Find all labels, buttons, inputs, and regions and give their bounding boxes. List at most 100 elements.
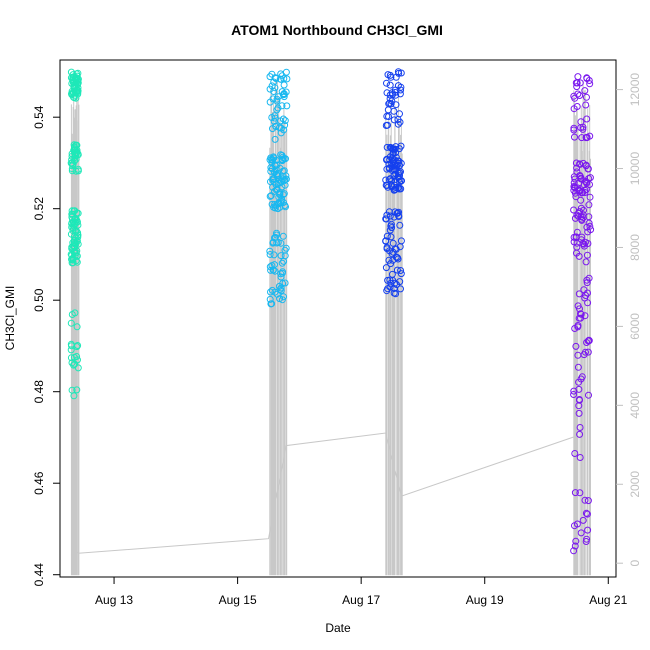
data-point bbox=[570, 179, 578, 187]
data-point bbox=[277, 252, 285, 260]
y2-tick-label: 4000 bbox=[628, 392, 642, 419]
data-point bbox=[74, 221, 82, 229]
data-point bbox=[282, 68, 290, 76]
data-point bbox=[585, 201, 593, 209]
y-axis: 0.44 0.46 0.48 0.50 0.52 0.54 bbox=[32, 105, 60, 586]
data-point bbox=[576, 396, 583, 404]
data-point bbox=[280, 81, 288, 89]
data-point bbox=[396, 118, 404, 126]
data-point bbox=[393, 209, 401, 217]
data-point bbox=[576, 454, 584, 461]
data-point bbox=[582, 258, 590, 266]
plot-frame bbox=[59, 59, 617, 578]
data-point bbox=[582, 238, 589, 246]
data-point bbox=[267, 192, 275, 200]
data-point bbox=[269, 156, 277, 164]
data-point bbox=[571, 522, 578, 530]
data-point bbox=[384, 285, 392, 293]
data-point bbox=[576, 92, 584, 99]
data-point bbox=[69, 259, 77, 267]
data-point bbox=[72, 81, 80, 89]
x-axis-label: Date bbox=[325, 621, 351, 635]
data-point bbox=[570, 105, 578, 113]
data-point bbox=[583, 276, 591, 284]
data-point bbox=[577, 310, 585, 318]
data-point bbox=[579, 159, 587, 167]
data-point bbox=[586, 193, 594, 201]
data-point bbox=[269, 183, 277, 191]
data-point bbox=[268, 286, 276, 294]
data-point bbox=[571, 450, 579, 457]
data-point bbox=[70, 238, 78, 246]
data-point bbox=[575, 314, 583, 322]
data-point bbox=[277, 287, 285, 295]
data-point bbox=[575, 402, 583, 410]
altitude-profile bbox=[269, 80, 288, 576]
data-point bbox=[70, 88, 78, 96]
data-point bbox=[383, 155, 391, 163]
data-point bbox=[573, 211, 581, 219]
data-point bbox=[386, 175, 394, 183]
data-point bbox=[278, 177, 285, 185]
y2-tick-label: 12000 bbox=[628, 73, 642, 107]
y2-tick-label: 10000 bbox=[628, 152, 642, 186]
data-point bbox=[576, 172, 584, 180]
data-point bbox=[74, 229, 82, 237]
data-point bbox=[396, 162, 404, 169]
data-point bbox=[71, 150, 79, 158]
data-point bbox=[271, 267, 279, 275]
data-point bbox=[384, 106, 392, 114]
data-point bbox=[279, 268, 287, 276]
data-point bbox=[574, 73, 582, 81]
data-point bbox=[278, 195, 286, 203]
y2-tick-label: 0 bbox=[628, 560, 642, 567]
data-point bbox=[574, 212, 582, 220]
data-point bbox=[571, 133, 578, 141]
data-point bbox=[392, 245, 400, 253]
data-point bbox=[573, 228, 581, 236]
data-point bbox=[396, 110, 403, 118]
data-point bbox=[385, 208, 393, 216]
data-point bbox=[283, 102, 291, 110]
data-point bbox=[386, 156, 394, 164]
data-point bbox=[276, 189, 284, 196]
data-point bbox=[266, 295, 274, 303]
data-point bbox=[585, 337, 593, 345]
data-point bbox=[396, 169, 404, 177]
data-point bbox=[267, 300, 275, 308]
data-point bbox=[271, 261, 278, 269]
data-point bbox=[579, 516, 587, 524]
data-point bbox=[578, 134, 586, 142]
data-point bbox=[572, 159, 580, 167]
data-point bbox=[279, 232, 287, 240]
data-point bbox=[73, 88, 81, 96]
data-point bbox=[382, 237, 390, 245]
data-point bbox=[586, 132, 594, 140]
data-point bbox=[271, 84, 279, 92]
data-point bbox=[278, 157, 286, 165]
data-point bbox=[579, 125, 587, 133]
data-point bbox=[583, 510, 591, 518]
data-point bbox=[584, 526, 592, 534]
data-point bbox=[576, 79, 584, 87]
data-point bbox=[272, 122, 280, 130]
data-point bbox=[582, 178, 590, 186]
data-point bbox=[580, 206, 587, 214]
series-flight bbox=[570, 73, 595, 555]
data-point bbox=[587, 226, 595, 234]
data-point bbox=[397, 285, 404, 293]
x-tick-label: Aug 19 bbox=[466, 593, 504, 607]
data-point bbox=[570, 183, 578, 190]
data-point bbox=[575, 209, 582, 217]
data-point bbox=[577, 204, 585, 212]
data-point bbox=[282, 244, 290, 252]
data-point bbox=[280, 190, 288, 198]
data-point bbox=[271, 233, 279, 241]
data-point bbox=[72, 167, 80, 175]
series-flight bbox=[67, 68, 82, 400]
data-point bbox=[267, 288, 274, 296]
data-point bbox=[579, 123, 587, 131]
data-point bbox=[574, 363, 582, 371]
data-point bbox=[271, 135, 279, 143]
data-point bbox=[269, 175, 277, 183]
